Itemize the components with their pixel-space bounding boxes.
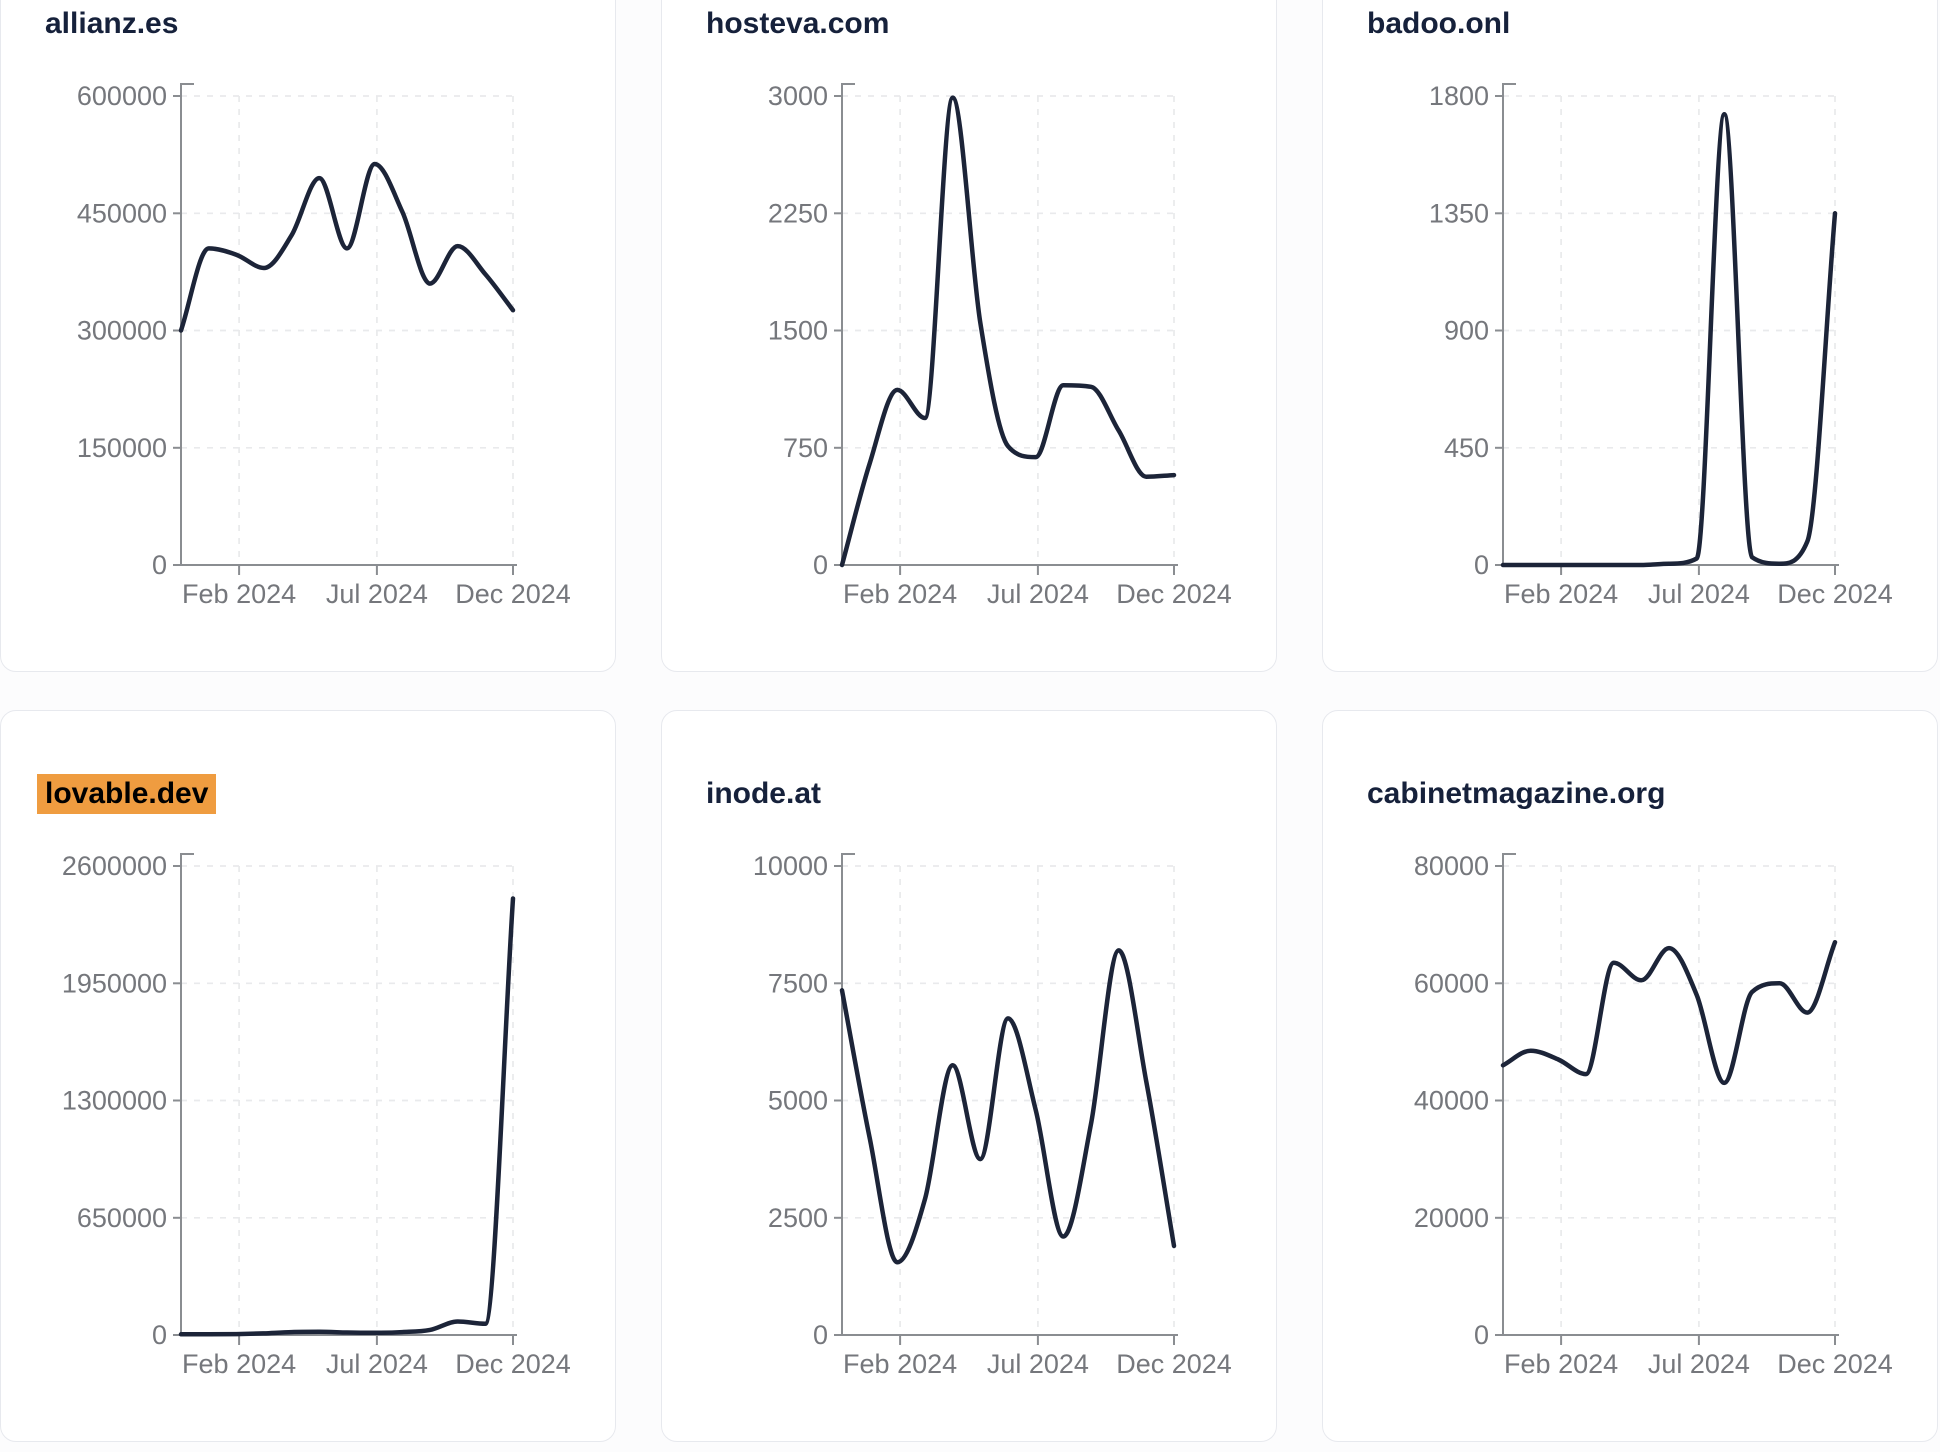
svg-text:Jul 2024: Jul 2024 — [1648, 579, 1750, 609]
svg-text:2500: 2500 — [768, 1203, 828, 1233]
svg-text:60000: 60000 — [1414, 968, 1489, 998]
svg-text:0: 0 — [1474, 550, 1489, 580]
svg-text:0: 0 — [152, 550, 167, 580]
line-chart-lovable: 0 650000 1300000 1950000 2600000 Feb 2024 Jul … — [62, 851, 571, 1379]
chart-title: inode.at — [706, 775, 821, 813]
svg-text:Jul 2024: Jul 2024 — [987, 579, 1089, 609]
svg-text:900: 900 — [1444, 316, 1489, 346]
svg-text:40000: 40000 — [1414, 1086, 1489, 1116]
svg-text:Jul 2024: Jul 2024 — [987, 1349, 1089, 1379]
svg-text:450000: 450000 — [77, 198, 167, 228]
svg-text:Dec 2024: Dec 2024 — [1116, 579, 1232, 609]
chart-title-text: hosteva.com — [706, 7, 890, 40]
chart-title: badoo.onl — [1367, 5, 1510, 43]
svg-text:Jul 2024: Jul 2024 — [326, 1349, 428, 1379]
svg-text:80000: 80000 — [1414, 851, 1489, 881]
line-chart-allianz: 0 150000 300000 450000 600000 Feb 2024 Jul 202… — [77, 81, 571, 609]
line-chart-hosteva: 0 750 1500 2250 3000 Feb 2024 Jul 2024 Dec 2024 — [768, 81, 1232, 609]
svg-text:1350: 1350 — [1429, 198, 1489, 228]
svg-text:Dec 2024: Dec 2024 — [455, 579, 571, 609]
svg-text:20000: 20000 — [1414, 1203, 1489, 1233]
svg-text:2250: 2250 — [768, 198, 828, 228]
svg-text:300000: 300000 — [77, 316, 167, 346]
chart-title-text: allianz.es — [45, 7, 179, 40]
chart-card-inode: inode.at 0 2500 5000 7500 10000 Feb 2024 Jul 2… — [661, 710, 1277, 1442]
svg-text:5000: 5000 — [768, 1086, 828, 1116]
chart-card-allianz: allianz.es 0 150000 300000 450000 600000 Feb … — [0, 0, 616, 672]
svg-text:Dec 2024: Dec 2024 — [1116, 1349, 1232, 1379]
svg-text:10000: 10000 — [753, 851, 828, 881]
svg-text:Feb 2024: Feb 2024 — [182, 1349, 296, 1379]
svg-text:150000: 150000 — [77, 433, 167, 463]
svg-text:1500: 1500 — [768, 316, 828, 346]
chart-title-text-highlighted: lovable.dev — [37, 774, 217, 814]
chart-title-text: badoo.onl — [1367, 7, 1511, 40]
svg-text:0: 0 — [813, 1320, 828, 1350]
svg-text:7500: 7500 — [768, 968, 828, 998]
chart-title: lovable.dev — [37, 774, 217, 814]
chart-card-badoo: badoo.onl 0 450 900 1350 1800 Feb 2024 Jul 202… — [1322, 0, 1938, 672]
svg-text:Feb 2024: Feb 2024 — [843, 579, 957, 609]
chart-title: cabinetmagazine.org — [1367, 775, 1665, 813]
svg-text:Dec 2024: Dec 2024 — [455, 1349, 571, 1379]
chart-title-text: inode.at — [706, 777, 822, 810]
svg-text:0: 0 — [813, 550, 828, 580]
svg-text:650000: 650000 — [77, 1203, 167, 1233]
svg-text:1950000: 1950000 — [62, 968, 167, 998]
svg-text:0: 0 — [1474, 1320, 1489, 1350]
line-chart-badoo: 0 450 900 1350 1800 Feb 2024 Jul 2024 Dec 2024 — [1429, 81, 1893, 609]
svg-text:2600000: 2600000 — [62, 851, 167, 881]
svg-text:Jul 2024: Jul 2024 — [326, 579, 428, 609]
svg-text:1800: 1800 — [1429, 81, 1489, 111]
svg-text:Feb 2024: Feb 2024 — [182, 579, 296, 609]
line-chart-inode: 0 2500 5000 7500 10000 Feb 2024 Jul 2024 Dec 20… — [753, 851, 1232, 1379]
svg-text:750: 750 — [783, 433, 828, 463]
svg-text:600000: 600000 — [77, 81, 167, 111]
line-chart-cabinetmagazine: 0 20000 40000 60000 80000 Feb 2024 Jul 2024 Dec… — [1414, 851, 1893, 1379]
chart-title: allianz.es — [45, 5, 178, 43]
svg-text:1300000: 1300000 — [62, 1086, 167, 1116]
chart-card-hosteva: hosteva.com 0 750 1500 2250 3000 Feb 2024 Jul … — [661, 0, 1277, 672]
chart-title: hosteva.com — [706, 5, 889, 43]
svg-text:3000: 3000 — [768, 81, 828, 111]
svg-text:450: 450 — [1444, 433, 1489, 463]
svg-text:Dec 2024: Dec 2024 — [1777, 1349, 1893, 1379]
chart-card-cabinetmagazine: cabinetmagazine.org 0 20000 40000 60000 8000… — [1322, 710, 1938, 1442]
svg-text:Feb 2024: Feb 2024 — [843, 1349, 957, 1379]
svg-text:Feb 2024: Feb 2024 — [1504, 1349, 1618, 1379]
chart-title-text: cabinetmagazine.org — [1367, 777, 1666, 810]
svg-text:0: 0 — [152, 1320, 167, 1350]
svg-text:Feb 2024: Feb 2024 — [1504, 579, 1618, 609]
chart-card-lovable: lovable.dev 0 650000 1300000 1950000 2600000… — [0, 710, 616, 1442]
svg-text:Dec 2024: Dec 2024 — [1777, 579, 1893, 609]
svg-text:Jul 2024: Jul 2024 — [1648, 1349, 1750, 1379]
